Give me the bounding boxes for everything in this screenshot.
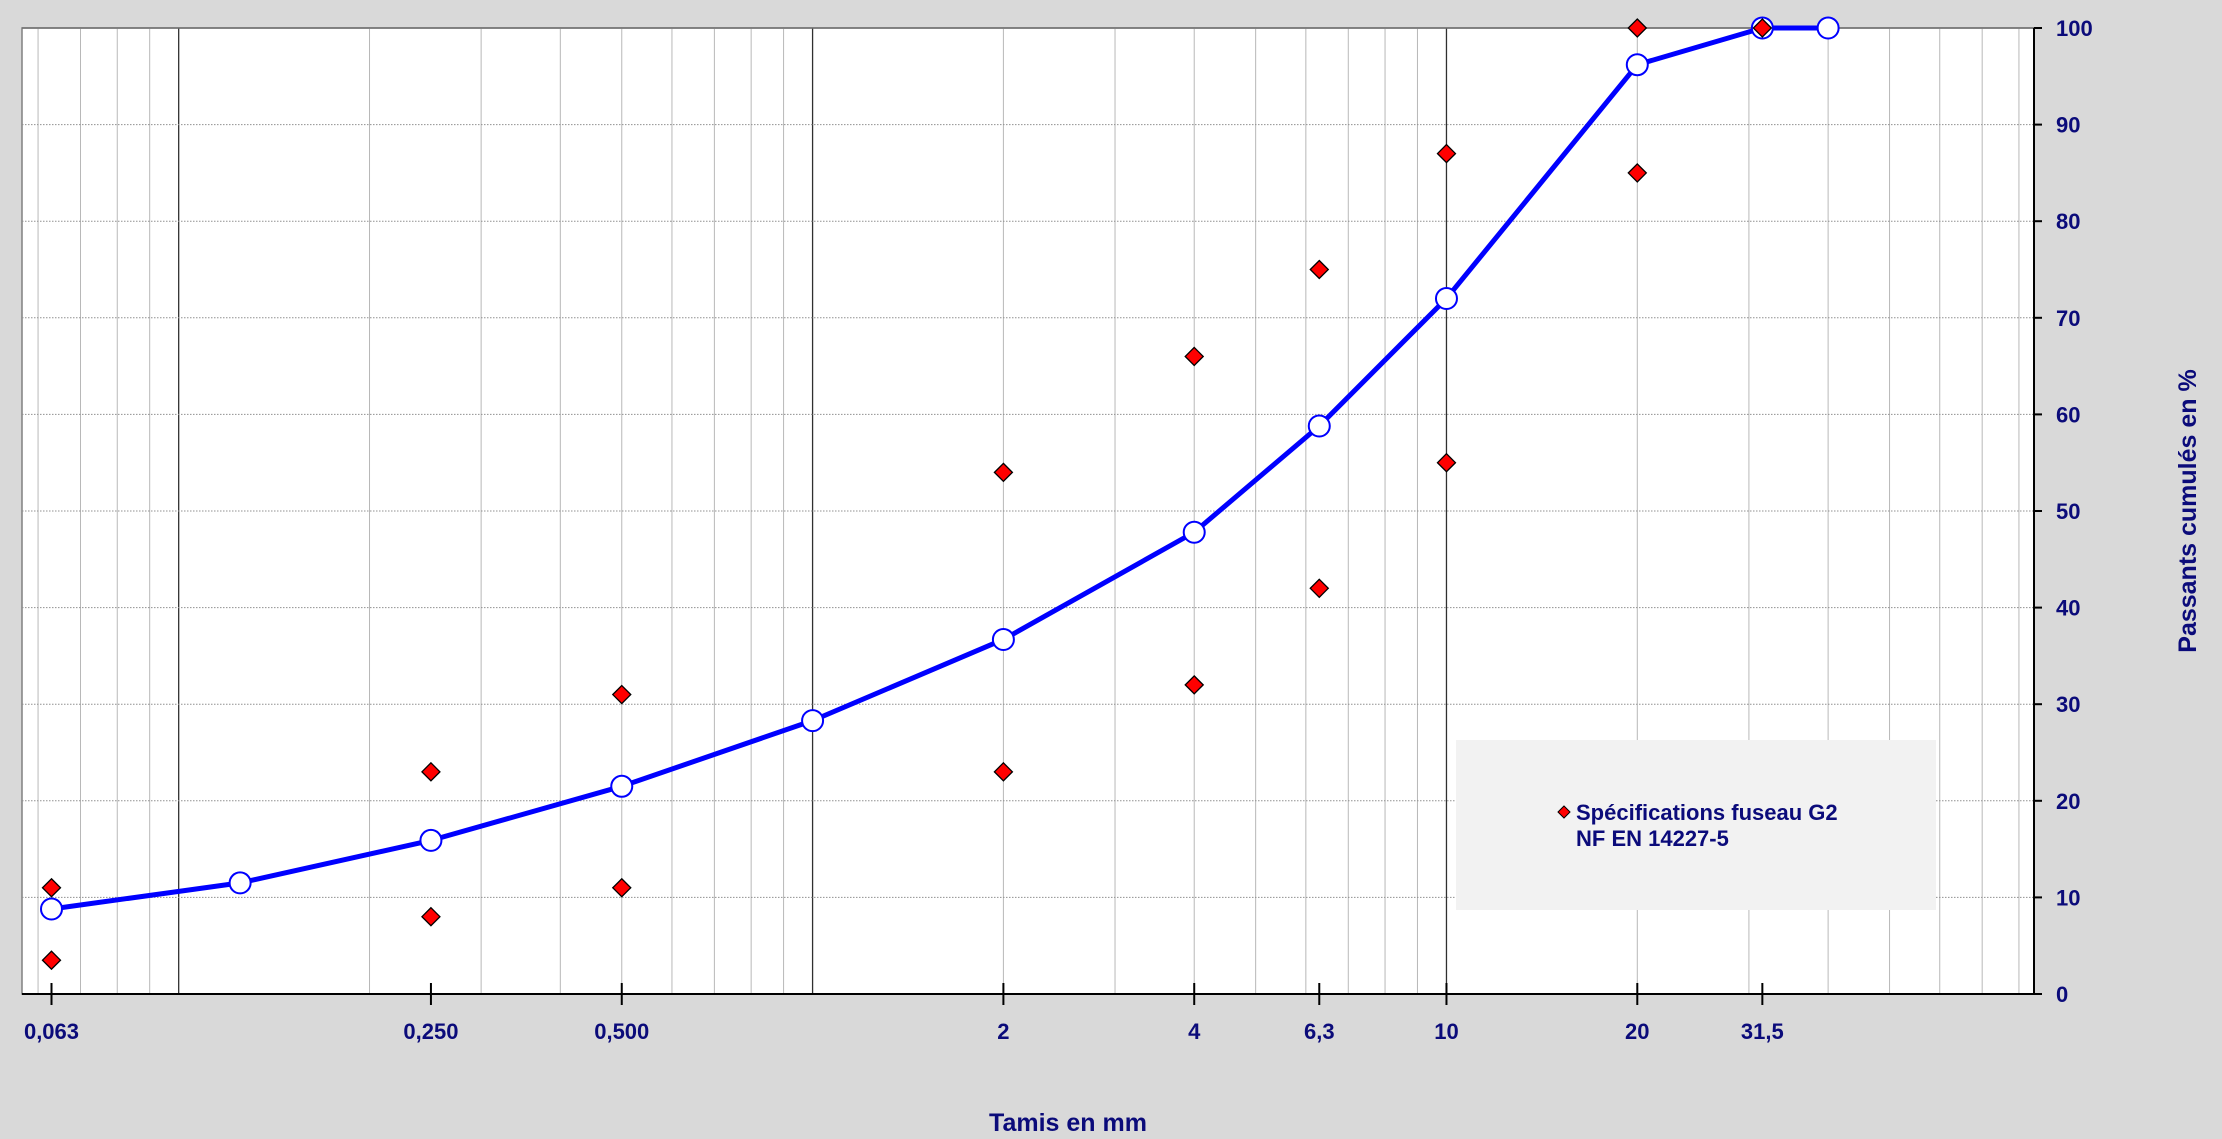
spec-point-diamond xyxy=(611,684,632,705)
spec-point-diamond xyxy=(993,462,1014,483)
x-tick-label: 0,250 xyxy=(403,1019,458,1044)
legend-box xyxy=(1456,740,1936,910)
y-tick-label: 100 xyxy=(2056,16,2093,41)
grading-curve-point xyxy=(1307,414,1331,438)
spec-point-diamond xyxy=(1627,162,1648,183)
x-tick-label: 0,063 xyxy=(24,1019,79,1044)
grading-curve-point xyxy=(801,709,825,733)
x-tick-label: 0,500 xyxy=(594,1019,649,1044)
y-tick-label: 90 xyxy=(2056,113,2080,138)
legend-label-line-1: Spécifications fuseau G2 xyxy=(1576,800,1838,825)
spec-point-diamond xyxy=(1184,674,1205,695)
legend-label-line-2: NF EN 14227-5 xyxy=(1576,826,1729,851)
spec-point-diamond xyxy=(1627,18,1648,38)
y-tick-label: 10 xyxy=(2056,885,2080,910)
y-tick-label: 30 xyxy=(2056,692,2080,717)
grading-curve-line xyxy=(51,25,1829,912)
y-tick-label: 80 xyxy=(2056,209,2080,234)
grading-curve-point xyxy=(610,774,634,798)
spec-point-diamond-top xyxy=(1752,18,1773,38)
grading-curve-point xyxy=(1816,16,1840,40)
y-tick-label: 50 xyxy=(2056,499,2080,524)
spec-point-diamond xyxy=(1309,259,1330,280)
grading-curve-point xyxy=(991,627,1015,651)
spec-point-diamond xyxy=(41,877,62,898)
legend-marker-diamond xyxy=(1557,805,1571,819)
x-tick-label: 20 xyxy=(1625,1019,1649,1044)
grading-curve-point xyxy=(1182,520,1206,544)
spec-point-diamond xyxy=(41,950,62,971)
data-series xyxy=(39,16,1840,971)
legend: Spécifications fuseau G2 NF EN 14227-5 xyxy=(1456,740,1936,910)
y-tick-label: 40 xyxy=(2056,596,2080,621)
spec-point-diamond xyxy=(1436,143,1457,164)
y-tick-label: 60 xyxy=(2056,402,2080,427)
x-axis-title: Tamis en mm xyxy=(989,1109,1147,1137)
grading-curve-point xyxy=(228,871,252,895)
grading-curve-point xyxy=(1625,53,1649,77)
spec-point-diamond xyxy=(421,906,441,927)
grading-curve-point xyxy=(39,897,63,921)
x-tick-label: 6,3 xyxy=(1304,1019,1335,1044)
spec-point-diamond xyxy=(993,761,1014,782)
grading-curve-point xyxy=(1434,286,1458,310)
spec-point-diamond xyxy=(1436,452,1457,473)
spec-point-diamond xyxy=(1309,578,1330,599)
y-tick-label: 20 xyxy=(2056,789,2080,814)
grid-lines xyxy=(22,27,2034,994)
x-tick-label: 2 xyxy=(997,1019,1009,1044)
spec-point-diamond xyxy=(611,877,632,898)
x-tick-label: 4 xyxy=(1188,1019,1201,1044)
spec-point-diamond xyxy=(1184,346,1205,367)
x-axis: 0,063 0,250 0,500 2 4 6,3 10 20 31,5 xyxy=(22,983,2034,1044)
grading-curve-point xyxy=(419,828,443,852)
x-tick-label: 10 xyxy=(1434,1019,1458,1044)
y-axis-title: Passants cumulés en % xyxy=(2174,369,2202,652)
x-tick-label: 31,5 xyxy=(1741,1019,1784,1044)
y-axis: 0 10 20 30 40 50 60 70 80 90 100 xyxy=(2033,16,2093,1007)
y-tick-label: 70 xyxy=(2056,306,2080,331)
y-tick-label: 0 xyxy=(2056,982,2068,1007)
spec-point-diamond xyxy=(421,761,441,782)
